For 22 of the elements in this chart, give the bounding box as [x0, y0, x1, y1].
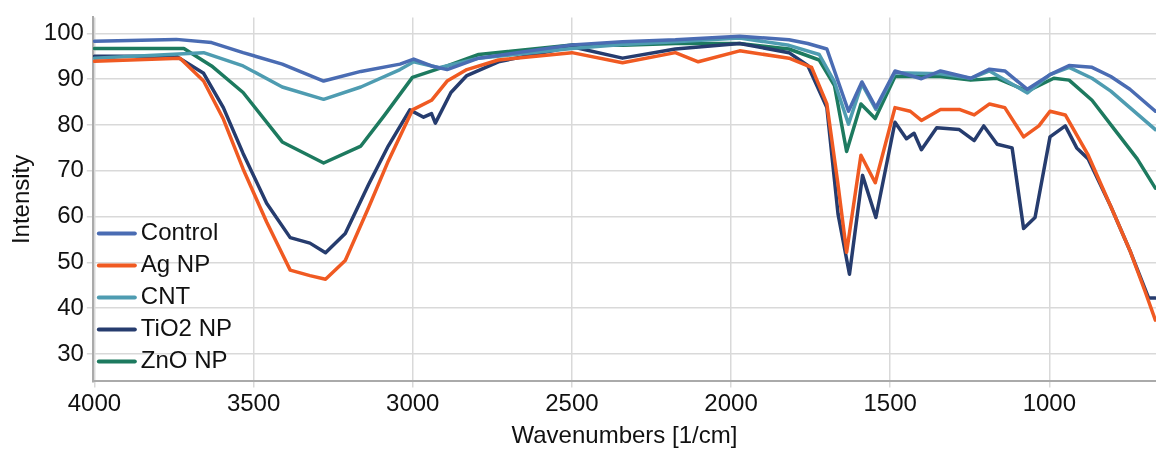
- y-tick-label: 50: [57, 246, 84, 274]
- legend-label: Ag NP: [140, 250, 211, 278]
- x-tick-label: 4000: [67, 389, 122, 417]
- y-tick-label: 80: [57, 109, 84, 137]
- legend-label: Control: [140, 218, 219, 246]
- y-tick-label: 70: [57, 155, 84, 183]
- y-tick-label: 40: [57, 292, 84, 320]
- legend-label: ZnO NP: [140, 346, 228, 374]
- legend-label: TiO2 NP: [140, 314, 232, 342]
- y-axis-title: Intensity: [7, 154, 35, 245]
- legend-label: CNT: [140, 282, 191, 310]
- x-tick-label: 1000: [1022, 389, 1077, 417]
- x-tick-label: 3500: [226, 389, 281, 417]
- x-axis-title: Wavenumbers [1/cm]: [511, 421, 738, 449]
- x-tick-label: 2000: [704, 389, 758, 417]
- y-tick-label: 30: [57, 338, 84, 366]
- y-tick-label: 60: [57, 201, 84, 229]
- y-tick-label: 90: [57, 63, 84, 91]
- x-tick-label: 3000: [386, 389, 440, 417]
- x-tick-label: 1500: [863, 389, 917, 417]
- x-tick-label: 2500: [545, 389, 599, 417]
- y-tick-label: 100: [43, 18, 84, 46]
